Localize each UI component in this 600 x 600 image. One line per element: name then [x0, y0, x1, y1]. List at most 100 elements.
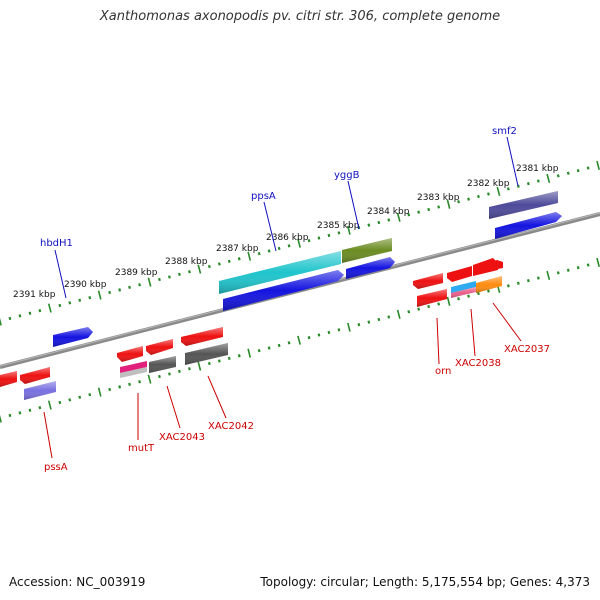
- lower-gene-labels: XAC2037 XAC2038 orn XAC2042 XAC2043 mutT…: [44, 344, 550, 473]
- minor-tick: [526, 279, 530, 283]
- scale-label-2390: 2390 kbp: [64, 280, 107, 290]
- major-tick: [97, 290, 102, 300]
- scale-label-2389: 2389 kbp: [115, 268, 158, 278]
- major-tick: [446, 199, 451, 209]
- minor-tick: [168, 275, 171, 279]
- minor-tick: [28, 311, 32, 315]
- minor-tick: [566, 268, 570, 272]
- label-xac2042[interactable]: XAC2042: [208, 421, 254, 432]
- major-tick: [197, 264, 202, 274]
- minor-tick: [377, 317, 381, 322]
- gene-ppsA[interactable]: [219, 251, 341, 294]
- minor-tick: [78, 395, 82, 399]
- minor-tick: [257, 252, 261, 256]
- minor-tick: [487, 289, 490, 293]
- gene-hbdH1[interactable]: [53, 327, 93, 347]
- gene-ppsA-cds[interactable]: [223, 270, 344, 311]
- major-tick: [247, 348, 252, 358]
- minor-tick: [337, 328, 341, 332]
- minor-tick: [586, 166, 590, 170]
- major-tick: [297, 335, 301, 345]
- gene-smf2[interactable]: [489, 191, 558, 219]
- minor-tick: [237, 257, 241, 261]
- minor-tick: [417, 210, 421, 214]
- minor-tick: [267, 249, 271, 253]
- major-tick: [47, 303, 52, 313]
- major-tick: [247, 251, 252, 261]
- minor-tick: [327, 330, 331, 335]
- label-orn[interactable]: orn: [435, 366, 451, 377]
- minor-tick: [327, 233, 331, 238]
- leader-lines-lower: [43, 302, 522, 459]
- scale-label-2391: 2391 kbp: [13, 290, 56, 300]
- minor-tick: [118, 385, 122, 389]
- minor-tick: [437, 302, 441, 306]
- label-pssA[interactable]: pssA: [44, 462, 68, 473]
- major-tick: [0, 317, 2, 326]
- major-tick: [147, 277, 152, 287]
- minor-tick: [576, 266, 580, 270]
- gene-yggB[interactable]: [342, 238, 392, 263]
- minor-tick: [277, 343, 281, 348]
- major-tick: [596, 257, 600, 267]
- label-xac2043[interactable]: XAC2043: [159, 432, 205, 443]
- minor-tick: [556, 174, 560, 178]
- minor-tick: [108, 387, 112, 392]
- label-mutT[interactable]: mutT: [128, 443, 155, 454]
- minor-tick: [217, 359, 221, 363]
- minor-tick: [536, 179, 540, 183]
- major-tick: [197, 361, 202, 371]
- minor-tick: [287, 244, 291, 248]
- minor-tick: [437, 205, 441, 209]
- label-smf2[interactable]: smf2: [492, 126, 517, 137]
- minor-tick: [78, 298, 82, 302]
- label-xac2037[interactable]: XAC2037: [504, 344, 550, 355]
- major-tick: [546, 173, 551, 184]
- label-hbdH1[interactable]: hbdH1: [40, 238, 73, 249]
- minor-tick: [467, 197, 470, 201]
- topology-text: Topology: circular; Length: 5,175,554 bp…: [260, 575, 590, 589]
- minor-tick: [108, 290, 112, 295]
- major-tick: [0, 414, 2, 423]
- label-yggB[interactable]: yggB: [334, 170, 360, 181]
- minor-tick: [287, 341, 291, 345]
- minor-tick: [217, 262, 221, 266]
- major-tick: [446, 296, 451, 306]
- minor-tick: [407, 310, 411, 314]
- minor-tick: [28, 408, 32, 412]
- minor-tick: [307, 239, 311, 243]
- label-ppsA[interactable]: ppsA: [251, 191, 276, 202]
- minor-tick: [457, 200, 460, 204]
- scale-label-2385: 2385 kbp: [317, 221, 360, 231]
- minor-tick: [566, 171, 570, 175]
- gene-xac2037-group[interactable]: [473, 258, 503, 293]
- major-tick: [596, 160, 600, 170]
- major-tick: [97, 387, 102, 397]
- minor-tick: [556, 271, 560, 275]
- gene-yggB-cds[interactable]: [346, 257, 395, 279]
- minor-tick: [506, 284, 510, 288]
- gene-orn-group[interactable]: [413, 273, 447, 307]
- gene-xac2042-group[interactable]: [181, 327, 228, 365]
- gene-pssA-group[interactable]: [0, 367, 56, 400]
- major-tick: [496, 186, 501, 197]
- minor-tick: [477, 291, 480, 296]
- scale-label-2384: 2384 kbp: [367, 207, 410, 217]
- gene-smf2-cds[interactable]: [495, 212, 562, 239]
- minor-tick: [277, 246, 281, 251]
- label-xac2038[interactable]: XAC2038: [455, 358, 501, 369]
- scale-label-2382: 2382 kbp: [467, 179, 510, 189]
- minor-tick: [387, 218, 391, 222]
- minor-tick: [88, 296, 92, 300]
- minor-tick: [8, 316, 12, 321]
- gene-xac2038-group[interactable]: [447, 266, 476, 298]
- minor-tick: [427, 207, 431, 212]
- figure-title: Xanthomonas axonopodis pv. citri str. 30…: [99, 9, 501, 24]
- minor-tick: [536, 276, 540, 280]
- minor-tick: [506, 187, 510, 191]
- gene-mutT-group[interactable]: [117, 346, 147, 378]
- minor-tick: [377, 220, 381, 225]
- minor-tick: [227, 259, 231, 263]
- gene-xac2043-group[interactable]: [146, 339, 176, 373]
- minor-tick: [128, 285, 131, 289]
